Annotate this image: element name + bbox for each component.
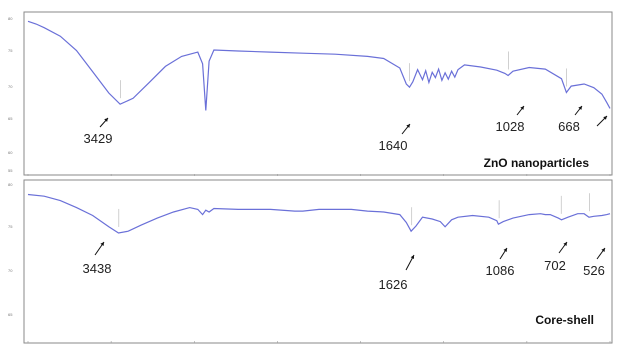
- y-tick-label: 75: [8, 224, 13, 229]
- y-tick-label: 65: [8, 116, 13, 121]
- y-tick-label: 65: [8, 312, 13, 317]
- peak-label: 668: [558, 119, 580, 134]
- panel-bottom-x-ticks: [27, 341, 611, 343]
- panel-top-spectrum-line: [27, 20, 611, 111]
- peak-label: 3438: [83, 261, 112, 276]
- panel-bottom-peak-marks: [118, 193, 590, 227]
- panel-bottom-frame: [23, 179, 613, 344]
- y-tick-label: 60: [8, 150, 13, 155]
- peak-label: 1028: [496, 119, 525, 134]
- peak-arrow-head: [104, 118, 108, 122]
- peak-arrow-head: [520, 106, 524, 110]
- y-tick-label: 70: [8, 84, 13, 89]
- peak-label: 1640: [379, 138, 408, 153]
- peak-label: 702: [544, 258, 566, 273]
- peak-arrow-head: [406, 124, 410, 128]
- y-tick-label: 75: [8, 48, 13, 53]
- peak-arrow-head: [578, 106, 582, 110]
- peak-arrow-head: [563, 242, 567, 246]
- panel-bottom-spectrum-line: [27, 193, 611, 234]
- panel-bottom-label: Core-shell: [535, 313, 594, 327]
- panel-top-frame: [23, 11, 613, 176]
- panel-top-annotations: 3429 1640 1028 668: [84, 105, 608, 153]
- panel-top-y-ticks: 80 75 70 65 60 55: [8, 16, 13, 173]
- peak-arrow-head: [100, 242, 104, 246]
- y-tick-label: 80: [8, 16, 13, 21]
- peak-arrow-head: [410, 255, 414, 259]
- y-tick-label: 80: [8, 182, 13, 187]
- peak-arrow-head: [601, 248, 605, 252]
- panel-top-label: ZnO nanoparticles: [484, 156, 590, 170]
- peak-label: 1626: [379, 277, 408, 292]
- peak-label: 3429: [84, 131, 113, 146]
- y-tick-label: 55: [8, 168, 13, 173]
- panel-bottom-y-ticks: 80 75 70 65: [8, 182, 13, 317]
- unlabeled-peak-arrow-head: [603, 116, 607, 120]
- panel-top-peak-marks: [120, 51, 567, 99]
- panel-bottom-annotations: 3438 1626 1086 702 526: [83, 241, 606, 292]
- peak-arrow-head: [503, 248, 507, 252]
- panel-top-x-ticks: [27, 174, 611, 176]
- peak-label: 526: [583, 263, 605, 278]
- panel-top: 80 75 70 65 60 55 3429 1640 1028 668 ZnO nanopar…: [8, 11, 613, 176]
- peak-label: 1086: [486, 263, 515, 278]
- panel-bottom: 80 75 70 65 3438 1626 1086 702 526 Core-shell: [8, 179, 613, 344]
- y-tick-label: 70: [8, 268, 13, 273]
